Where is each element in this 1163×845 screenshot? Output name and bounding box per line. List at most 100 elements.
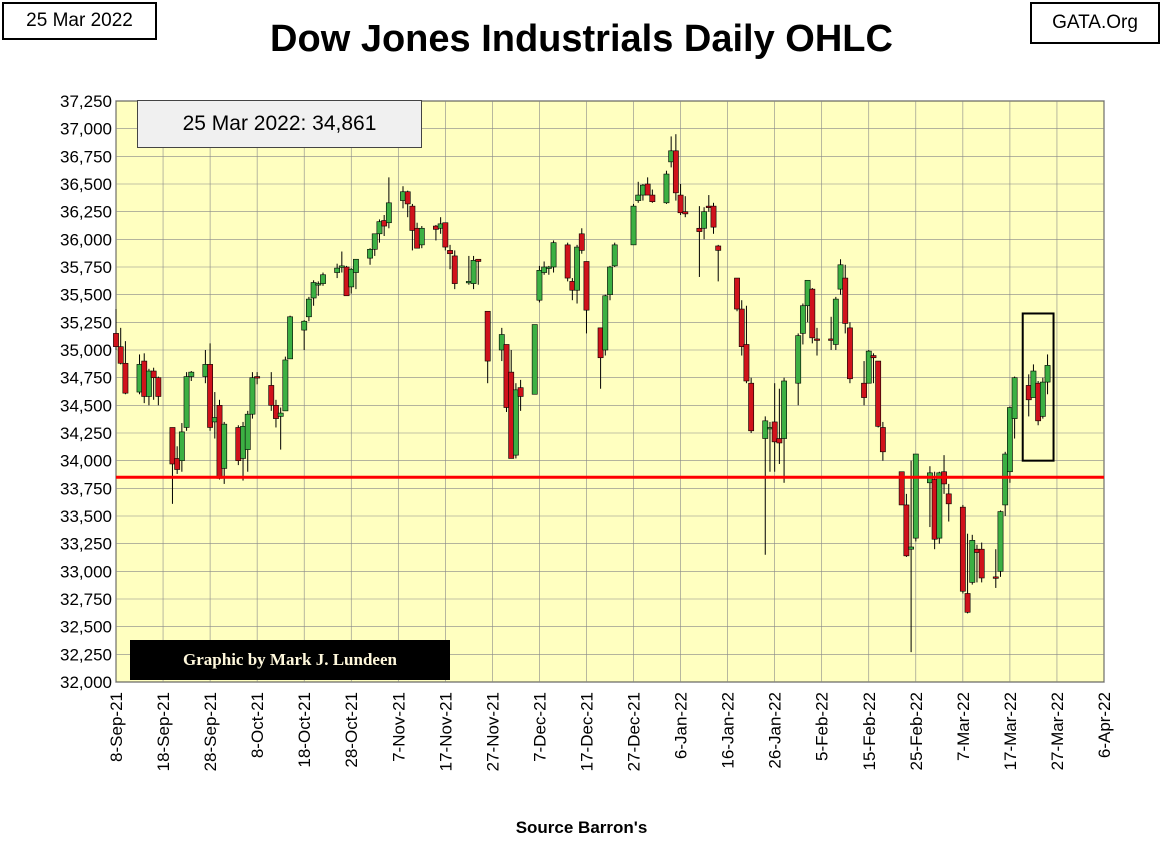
candle-body bbox=[353, 258, 359, 273]
candle-body bbox=[550, 242, 557, 268]
candle-body bbox=[969, 540, 976, 583]
chart-title: Dow Jones Industrials Daily OHLC bbox=[270, 18, 893, 60]
candle-body bbox=[978, 548, 985, 579]
candle-body bbox=[734, 277, 740, 310]
x-tick-label: 7-Mar-22 bbox=[954, 692, 973, 761]
candle-body bbox=[188, 371, 195, 377]
candle-body bbox=[964, 593, 971, 613]
candle-body bbox=[564, 244, 571, 279]
candle-body bbox=[484, 310, 491, 362]
candle-body bbox=[908, 546, 915, 550]
y-tick-label: 32,000 bbox=[60, 673, 112, 692]
candle-body bbox=[748, 382, 755, 432]
x-tick-label: 17-Nov-21 bbox=[436, 692, 455, 771]
candle-body bbox=[644, 183, 651, 196]
candle-body bbox=[338, 265, 345, 268]
candle-body bbox=[470, 260, 477, 284]
candle-body bbox=[574, 246, 580, 291]
candle-body bbox=[959, 506, 966, 592]
plot-area bbox=[115, 100, 1105, 683]
y-tick-label: 36,000 bbox=[60, 230, 112, 249]
candle-body bbox=[1002, 453, 1009, 506]
candle-body bbox=[682, 211, 689, 215]
candle-body bbox=[898, 471, 905, 506]
candle-body bbox=[1044, 365, 1051, 383]
y-tick-label: 35,500 bbox=[60, 286, 112, 305]
candle-body bbox=[513, 389, 519, 456]
site-label: GATA.Org bbox=[1030, 2, 1160, 44]
candle-body bbox=[799, 305, 806, 334]
candles bbox=[113, 134, 1051, 653]
y-tick-label: 34,250 bbox=[60, 424, 112, 443]
candle-body bbox=[875, 360, 882, 427]
candle-body bbox=[367, 248, 373, 259]
candle-body bbox=[301, 320, 308, 331]
candle-body bbox=[146, 370, 152, 397]
candle-body bbox=[715, 245, 722, 251]
x-tick-label: 25-Feb-22 bbox=[907, 692, 926, 770]
candle-body bbox=[1011, 377, 1018, 419]
candle-body bbox=[936, 472, 943, 539]
y-tick-label: 34,750 bbox=[60, 369, 112, 388]
candle-body bbox=[814, 338, 820, 341]
candle-body bbox=[531, 324, 538, 395]
candle-body bbox=[207, 364, 213, 428]
candle-body bbox=[381, 220, 388, 227]
candle-body bbox=[541, 266, 548, 273]
x-tick-label: 28-Oct-21 bbox=[342, 692, 361, 768]
x-tick-label: 17-Dec-21 bbox=[577, 692, 596, 771]
x-tick-label: 18-Oct-21 bbox=[295, 692, 314, 768]
highlight-box bbox=[1021, 312, 1055, 462]
candle-body bbox=[945, 493, 952, 505]
last-value-annotation: 25 Mar 2022: 34,861 bbox=[137, 100, 422, 148]
x-tick-label: 6-Jan-22 bbox=[672, 692, 691, 759]
x-tick-label: 6-Apr-22 bbox=[1095, 692, 1114, 758]
candle-body bbox=[244, 413, 251, 450]
x-axis-ticks: 8-Sep-21 18-Sep-21 28-Sep-21 8-Oct-21 18-Oct… bbox=[107, 692, 1114, 771]
x-tick-label: 28-Sep-21 bbox=[201, 692, 220, 771]
candle-body bbox=[842, 277, 849, 324]
candle-body bbox=[122, 362, 129, 394]
candle-body bbox=[113, 333, 119, 347]
candle-body bbox=[268, 385, 275, 406]
candle-body bbox=[310, 282, 317, 299]
candle-body bbox=[174, 458, 181, 470]
candle-body bbox=[912, 453, 919, 539]
x-tick-label: 5-Feb-22 bbox=[813, 692, 832, 761]
candle-body bbox=[611, 244, 618, 267]
x-tick-label: 16-Jan-22 bbox=[719, 692, 738, 769]
candle-body bbox=[677, 194, 684, 214]
candle-body bbox=[809, 288, 816, 339]
candle-body bbox=[545, 266, 552, 269]
candle-body bbox=[178, 431, 185, 461]
y-tick-label: 32,250 bbox=[60, 645, 112, 664]
candle-body bbox=[1039, 381, 1046, 417]
y-tick-label: 36,750 bbox=[60, 147, 112, 166]
candle-body bbox=[602, 295, 609, 351]
candle-body bbox=[992, 576, 999, 579]
candle-body bbox=[1007, 407, 1013, 473]
candle-body bbox=[273, 405, 279, 419]
candle-body bbox=[649, 194, 656, 203]
candle-body bbox=[743, 344, 750, 382]
candle-body bbox=[630, 205, 637, 246]
candle-body bbox=[376, 221, 383, 235]
candle-body bbox=[776, 438, 783, 444]
candle-body bbox=[607, 266, 613, 295]
candle-body bbox=[254, 376, 261, 379]
candle-body bbox=[837, 264, 844, 290]
y-tick-label: 33,750 bbox=[60, 479, 112, 498]
candle-body bbox=[879, 427, 886, 453]
x-tick-label: 7-Dec-21 bbox=[530, 692, 549, 762]
x-tick-label: 27-Dec-21 bbox=[625, 692, 644, 771]
y-tick-label: 34,500 bbox=[60, 396, 112, 415]
candle-body bbox=[578, 233, 585, 251]
candle-body bbox=[771, 421, 778, 443]
y-axis-ticks: 32,000 32,250 32,500 32,750 33,000 33,250 33,5… bbox=[60, 92, 112, 692]
candle-body bbox=[315, 283, 322, 286]
candle-body bbox=[404, 191, 411, 205]
candle-body bbox=[169, 427, 176, 465]
y-tick-label: 35,750 bbox=[60, 258, 112, 277]
y-tick-label: 35,250 bbox=[60, 313, 112, 332]
candle-body bbox=[117, 346, 124, 364]
